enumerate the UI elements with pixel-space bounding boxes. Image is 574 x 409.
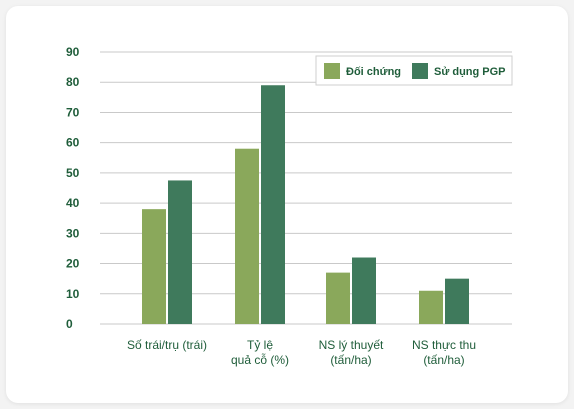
x-category-label-line: Số trái/trụ (trái) xyxy=(127,338,207,352)
x-category-label: Số trái/trụ (trái) xyxy=(127,338,207,352)
legend-swatch-doi-chung xyxy=(324,63,340,79)
x-category-label: NS thực thu (tấn/ha) xyxy=(412,338,476,367)
y-tick-label: 20 xyxy=(66,257,80,271)
x-category-label-line: NS lý thuyết xyxy=(319,338,384,352)
x-category-label: Tỷ lệ quả cỗ (%) xyxy=(231,338,289,367)
bar-su-dung-pgp-3 xyxy=(445,278,469,324)
legend-swatch-su-dung-pgp xyxy=(412,63,428,79)
x-category-label-line: quả cỗ (%) xyxy=(231,352,289,367)
x-category-label: NS lý thuyết (tấn/ha) xyxy=(319,338,384,367)
bar-doi-chung-3 xyxy=(419,290,443,324)
y-tick-label: 30 xyxy=(66,226,80,240)
y-tick-label: 90 xyxy=(66,45,80,59)
bar-su-dung-pgp-2 xyxy=(352,257,376,324)
x-category-label-line: Tỷ lệ xyxy=(247,338,273,352)
y-axis: 0 10 20 30 40 50 60 70 80 90 xyxy=(66,45,80,331)
y-tick-label: 40 xyxy=(66,196,80,210)
bar-su-dung-pgp-1 xyxy=(261,85,285,324)
bar-doi-chung-1 xyxy=(235,148,259,324)
y-tick-label: 60 xyxy=(66,136,80,150)
y-tick-label: 70 xyxy=(66,105,80,119)
legend-label-su-dung-pgp: Sử dụng PGP xyxy=(434,66,506,78)
bars xyxy=(142,85,469,324)
y-tick-label: 50 xyxy=(66,166,80,180)
bar-doi-chung-0 xyxy=(142,209,166,324)
x-axis: Số trái/trụ (trái) Tỷ lệ quả cỗ (%) NS lý t… xyxy=(127,338,476,367)
bar-doi-chung-2 xyxy=(326,272,350,324)
x-category-label-line: NS thực thu xyxy=(412,338,476,352)
x-category-label-line: (tấn/ha) xyxy=(423,353,464,367)
legend: Đối chứng Sử dụng PGP xyxy=(315,55,513,86)
bar-su-dung-pgp-0 xyxy=(168,180,192,324)
legend-label-doi-chung: Đối chứng xyxy=(346,66,401,78)
y-tick-label: 10 xyxy=(66,287,80,301)
x-category-label-line: (tấn/ha) xyxy=(330,353,371,367)
y-tick-label: 0 xyxy=(66,317,73,331)
y-tick-label: 80 xyxy=(66,75,80,89)
